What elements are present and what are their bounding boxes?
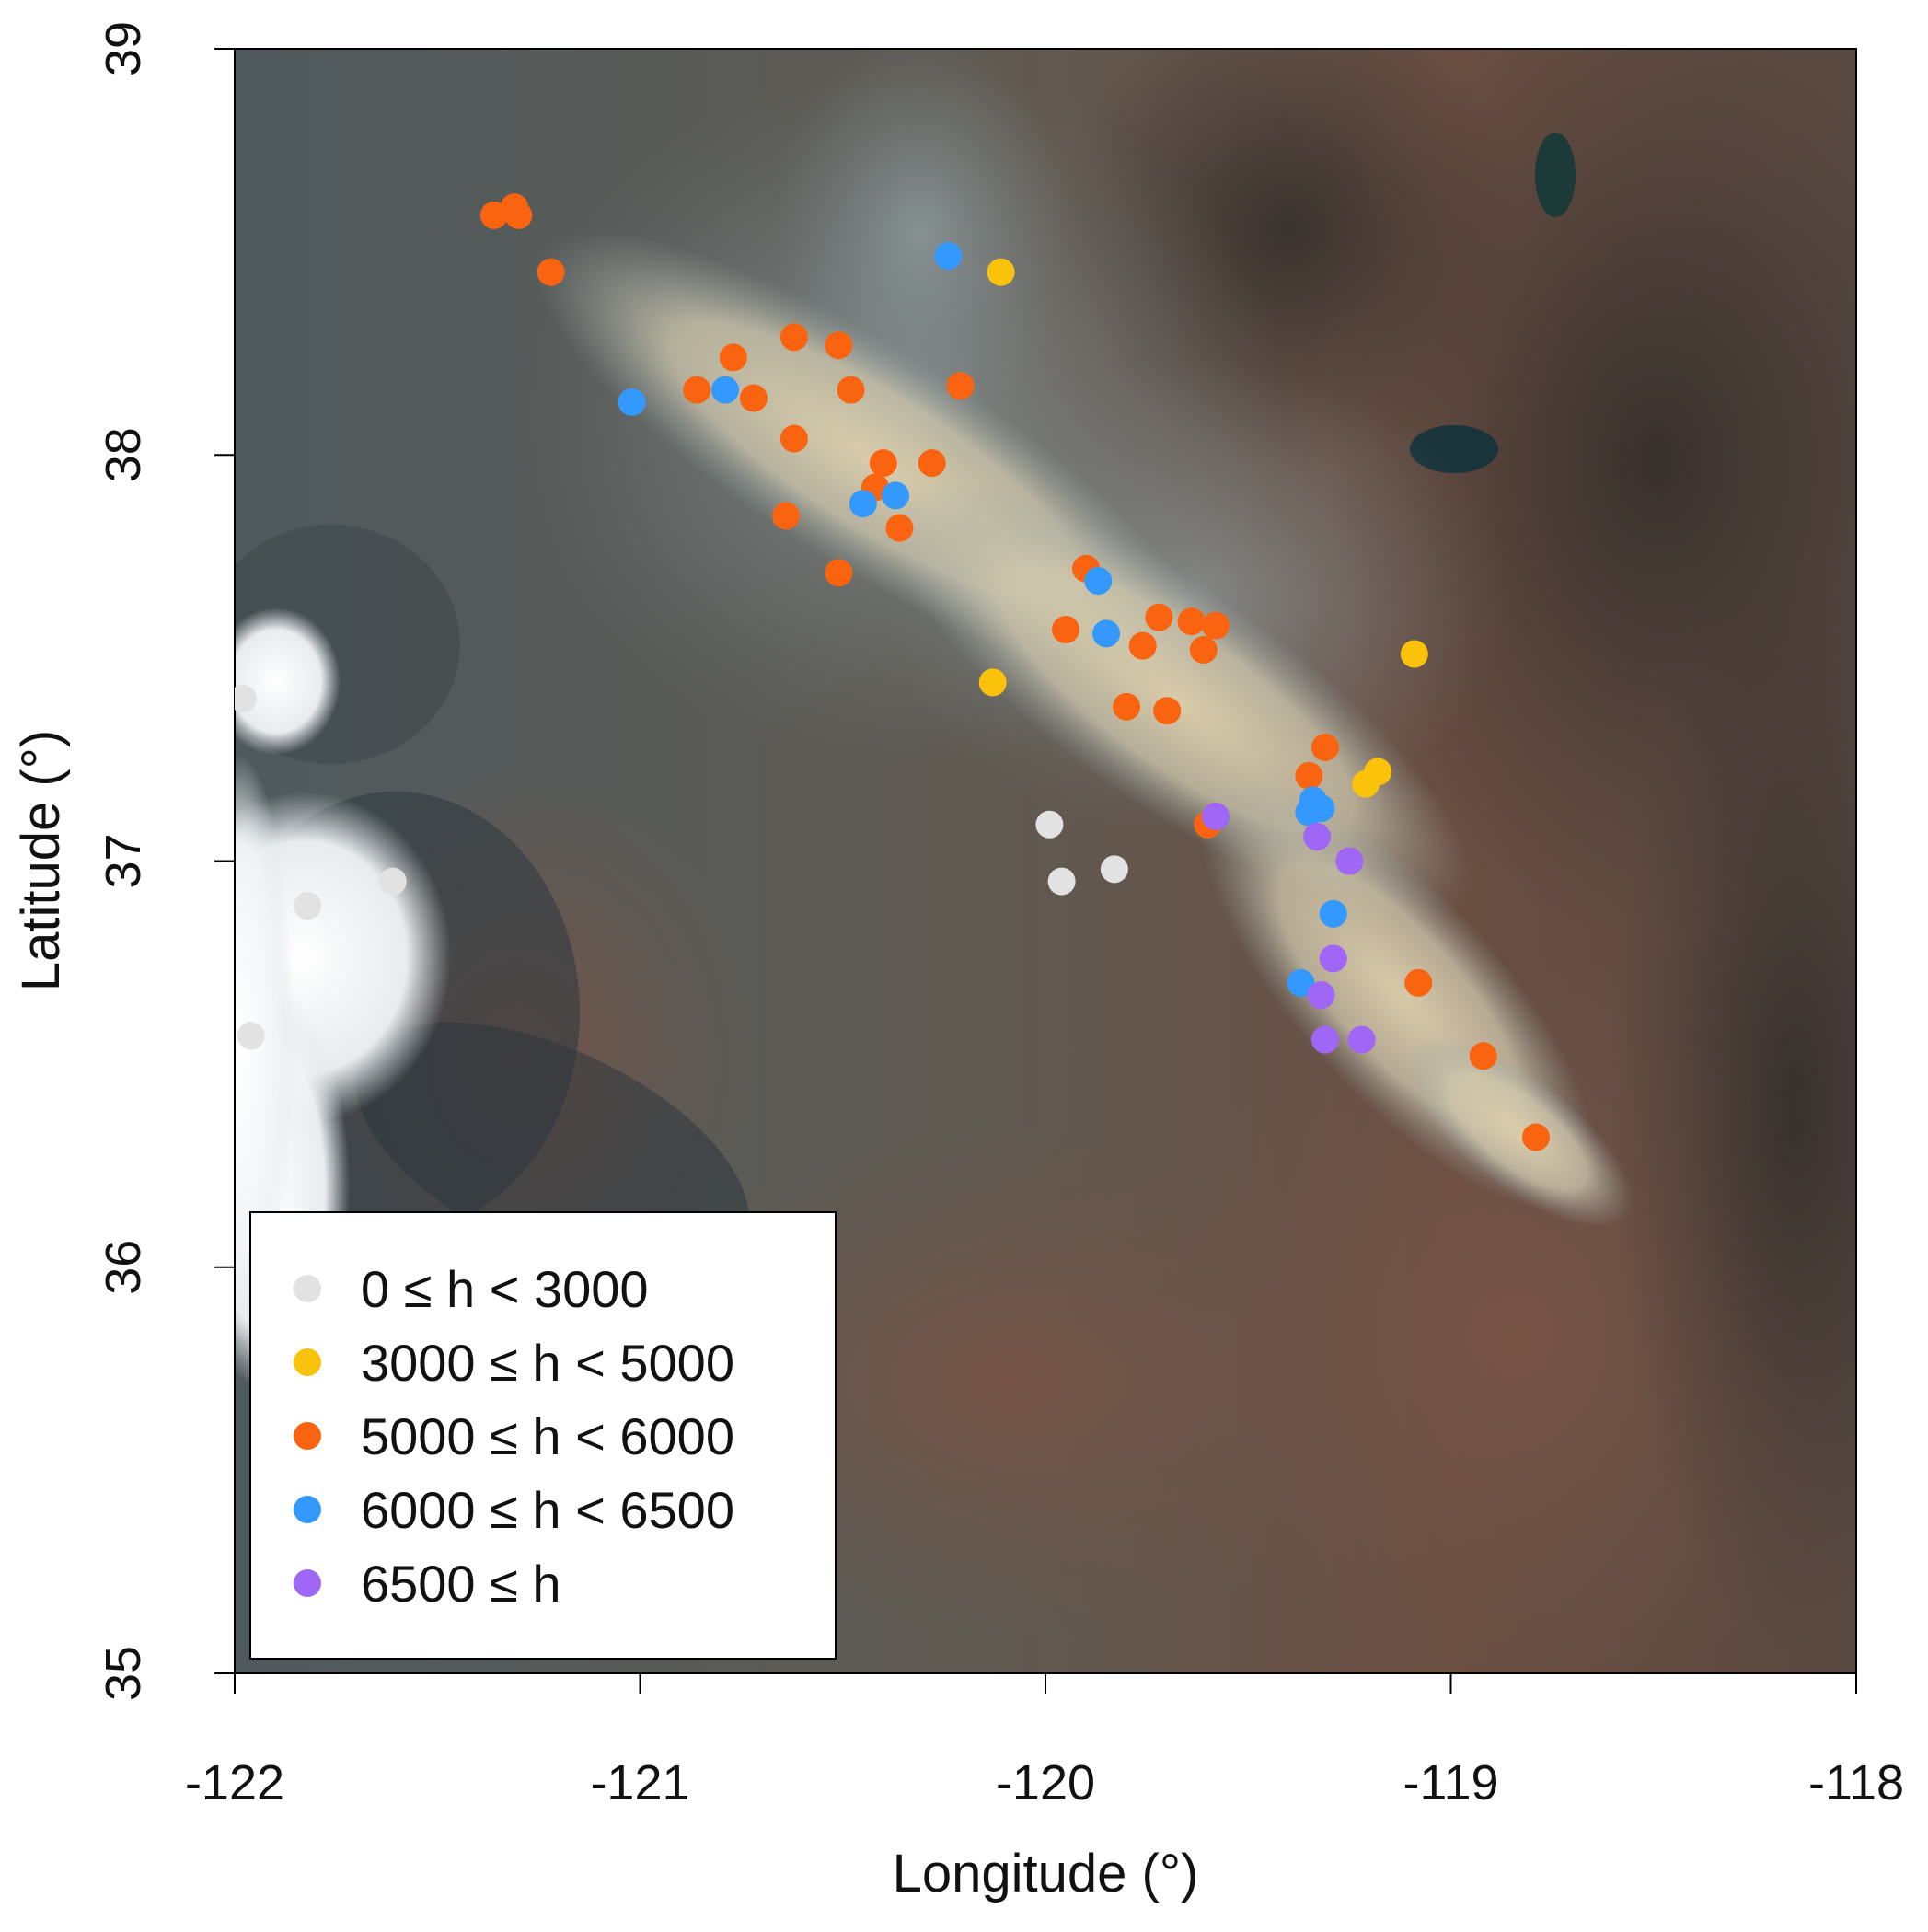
data-point-h-0-3000 <box>237 1022 265 1050</box>
data-point-h-3000-5000 <box>987 258 1015 286</box>
y-axis-title: Latitude (°) <box>11 730 71 991</box>
y-axis: 35 36 37 38 39 <box>96 21 236 1701</box>
x-tick-label: -122 <box>185 1755 284 1811</box>
data-point-h-5000-6000 <box>1113 692 1141 721</box>
x-tick-label: -119 <box>1403 1755 1498 1811</box>
data-point-h-5000-6000 <box>739 384 768 412</box>
legend-swatch-h-0-3000 <box>294 1275 321 1302</box>
legend-swatch-h-6000-6500 <box>294 1496 321 1523</box>
data-point-h-0-3000 <box>1047 867 1076 896</box>
data-point-h-3000-5000 <box>978 668 1007 697</box>
data-point-h-5000-6000 <box>825 331 853 360</box>
data-point-h-6500-plus <box>1347 1025 1376 1054</box>
data-point-h-6000-6500 <box>934 242 963 271</box>
data-point-h-5000-6000 <box>1128 631 1157 660</box>
legend-swatch-h-5000-6000 <box>294 1422 321 1450</box>
data-point-h-5000-6000 <box>1177 607 1206 636</box>
data-point-h-6000-6500 <box>618 388 646 416</box>
y-tick-label: 39 <box>96 21 151 76</box>
data-point-h-6000-6500 <box>1319 899 1347 928</box>
data-point-h-5000-6000 <box>537 258 565 286</box>
x-tick-label: -120 <box>996 1755 1095 1811</box>
data-point-h-5000-6000 <box>1052 615 1080 643</box>
data-point-h-0-3000 <box>1035 810 1064 839</box>
data-point-h-5000-6000 <box>1469 1042 1497 1070</box>
data-point-h-3000-5000 <box>1400 640 1428 668</box>
points-layer <box>235 193 1551 1151</box>
legend-label: 6500 ≤ h <box>361 1555 561 1613</box>
x-axis-title: Longitude (°) <box>893 1844 1199 1903</box>
data-point-h-6500-plus <box>1307 981 1335 1010</box>
data-point-h-5000-6000 <box>1522 1123 1551 1151</box>
data-point-h-0-3000 <box>294 892 322 920</box>
y-tick-label: 38 <box>96 427 151 482</box>
y-tick-label: 36 <box>96 1240 151 1295</box>
data-point-h-5000-6000 <box>504 201 533 229</box>
data-point-h-6500-plus <box>1303 823 1332 851</box>
data-point-h-5000-6000 <box>779 323 808 352</box>
legend-box <box>249 1211 837 1660</box>
data-point-h-6500-plus <box>1310 1025 1339 1054</box>
data-point-h-6000-6500 <box>1084 567 1113 596</box>
legend: 0 ≤ h < 3000 3000 ≤ h < 5000 5000 ≤ h < 60… <box>249 1211 837 1660</box>
data-point-h-6500-plus <box>1319 944 1347 973</box>
data-point-h-5000-6000 <box>946 372 975 400</box>
data-point-h-5000-6000 <box>1202 611 1230 640</box>
data-point-h-5000-6000 <box>837 376 865 404</box>
data-point-h-5000-6000 <box>683 376 711 404</box>
data-point-h-6000-6500 <box>849 490 877 518</box>
data-point-h-5000-6000 <box>1153 697 1182 725</box>
data-point-h-6000-6500 <box>1295 798 1323 827</box>
data-point-h-3000-5000 <box>1351 769 1380 798</box>
legend-label: 6000 ≤ h < 6500 <box>361 1481 734 1539</box>
data-point-h-6500-plus <box>1202 802 1230 830</box>
data-point-h-5000-6000 <box>1310 733 1339 761</box>
data-point-h-6000-6500 <box>1092 619 1121 648</box>
y-tick-label: 35 <box>96 1646 151 1701</box>
data-point-h-5000-6000 <box>719 343 747 372</box>
x-tick-label: -121 <box>590 1755 689 1811</box>
data-point-h-5000-6000 <box>885 514 914 542</box>
legend-label: 5000 ≤ h < 6000 <box>361 1407 734 1465</box>
data-point-h-0-3000 <box>1100 855 1128 884</box>
x-tick-label: -118 <box>1808 1755 1904 1811</box>
data-point-h-0-3000 <box>378 867 407 896</box>
data-point-h-5000-6000 <box>825 559 853 587</box>
data-point-h-6000-6500 <box>1287 968 1315 997</box>
data-point-h-6000-6500 <box>882 481 910 510</box>
legend-label: 3000 ≤ h < 5000 <box>361 1334 734 1392</box>
legend-label: 0 ≤ h < 3000 <box>361 1260 649 1318</box>
data-point-h-5000-6000 <box>918 449 946 478</box>
data-point-h-6000-6500 <box>711 376 740 404</box>
data-point-h-6500-plus <box>1335 847 1364 875</box>
data-point-h-5000-6000 <box>1145 603 1173 631</box>
data-point-h-5000-6000 <box>1404 968 1433 997</box>
data-point-h-0-3000 <box>235 685 257 712</box>
data-point-h-5000-6000 <box>779 424 808 453</box>
data-point-h-5000-6000 <box>1189 636 1218 665</box>
x-axis: -122 -121 -120 -119 -118 <box>185 1672 1904 1811</box>
data-point-h-5000-6000 <box>869 449 897 478</box>
data-point-h-5000-6000 <box>1295 761 1323 790</box>
data-point-h-5000-6000 <box>772 502 801 530</box>
y-tick-label: 37 <box>96 833 151 888</box>
legend-swatch-h-3000-5000 <box>294 1348 321 1376</box>
legend-swatch-h-6500-plus <box>294 1569 321 1597</box>
